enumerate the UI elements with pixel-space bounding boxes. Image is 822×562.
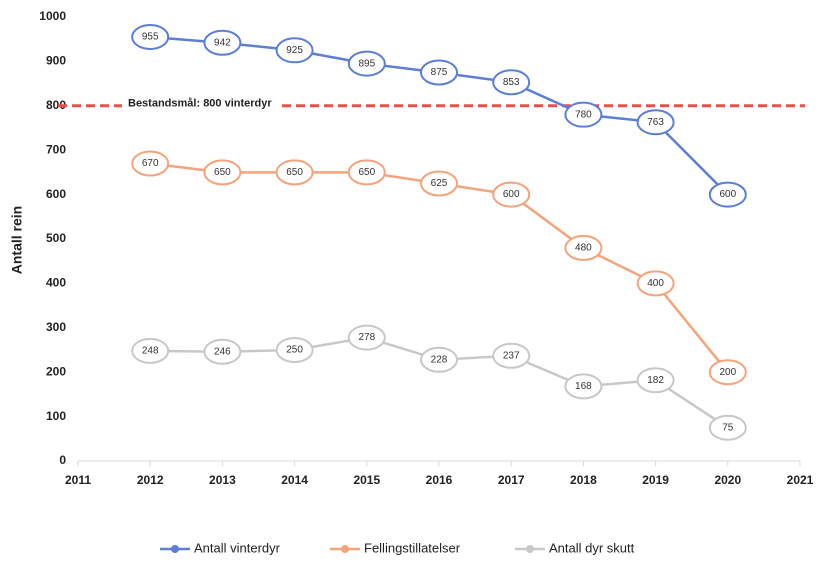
data-point	[275, 37, 314, 64]
data-label: 650	[358, 167, 375, 178]
data-label: 75	[722, 422, 734, 433]
data-label: 875	[431, 67, 448, 78]
x-tick-label: 2011	[65, 473, 91, 487]
x-tick-label: 2018	[570, 473, 597, 487]
y-tick-label: 600	[46, 187, 66, 201]
data-point	[492, 69, 531, 96]
data-label: 853	[503, 77, 520, 88]
y-tick-label: 300	[46, 320, 66, 334]
legend-marker	[171, 545, 179, 553]
data-label: 168	[575, 381, 592, 392]
data-point	[564, 373, 603, 400]
data-point	[708, 414, 747, 441]
data-point	[203, 29, 242, 56]
y-tick-label: 900	[46, 54, 66, 68]
data-label: 250	[286, 345, 303, 356]
y-axis-label: Antall rein	[9, 206, 25, 274]
data-label: 600	[719, 189, 736, 200]
data-point	[420, 170, 458, 197]
data-label: 780	[575, 109, 592, 120]
data-point	[636, 367, 675, 394]
legend-label: Fellingstillatelser	[364, 540, 461, 555]
x-tick-label: 2019	[642, 473, 669, 487]
data-point	[347, 159, 386, 186]
data-label: 400	[647, 278, 664, 289]
data-label: 228	[431, 354, 448, 365]
x-tick-label: 2012	[137, 473, 164, 487]
y-tick-label: 100	[46, 409, 66, 423]
data-label: 625	[431, 178, 448, 189]
data-label: 246	[214, 346, 231, 357]
data-point	[203, 338, 242, 365]
data-point	[275, 337, 314, 363]
data-label: 182	[647, 375, 664, 386]
data-label: 650	[286, 167, 303, 178]
data-point	[492, 342, 531, 369]
data-label: 942	[214, 37, 231, 48]
data-label: 278	[358, 332, 375, 343]
data-point	[131, 150, 170, 177]
x-tick-label: 2020	[714, 473, 741, 487]
data-point	[492, 181, 531, 208]
legend-label: Antall vinterdyr	[194, 540, 281, 555]
x-tick-label: 2017	[498, 473, 525, 487]
legend-marker	[341, 545, 349, 553]
data-label: 925	[286, 45, 303, 56]
data-point	[347, 50, 386, 77]
y-tick-label: 400	[46, 276, 66, 290]
data-point	[131, 23, 170, 50]
data-label: 763	[647, 117, 664, 128]
data-point	[131, 337, 170, 364]
y-tick-label: 700	[46, 142, 66, 156]
data-point	[708, 181, 747, 208]
data-label: 248	[142, 346, 159, 357]
data-label: 237	[503, 350, 520, 361]
data-point	[420, 346, 458, 373]
data-point	[203, 159, 242, 186]
reference-label: Bestandsmål: 800 vinterdyr	[128, 98, 272, 110]
x-tick-label: 2021	[787, 473, 814, 487]
data-label: 650	[214, 167, 231, 178]
data-label: 600	[503, 189, 520, 200]
x-tick-label: 2013	[209, 473, 236, 487]
data-point	[564, 101, 603, 128]
y-tick-label: 500	[46, 231, 66, 245]
data-point	[708, 359, 747, 386]
data-label: 200	[719, 367, 736, 378]
data-point	[275, 159, 314, 186]
legend-marker	[526, 545, 534, 553]
y-tick-label: 0	[59, 453, 66, 467]
y-tick-label: 1000	[39, 9, 66, 23]
legend-label: Antall dyr skutt	[549, 540, 635, 555]
data-point	[636, 109, 675, 136]
x-tick-label: 2016	[426, 473, 453, 487]
data-point	[347, 324, 386, 351]
data-point	[420, 59, 458, 86]
x-tick-label: 2015	[353, 473, 380, 487]
data-label: 670	[142, 158, 159, 169]
data-point	[564, 234, 603, 261]
x-tick-label: 2014	[281, 473, 308, 487]
data-point	[636, 270, 675, 297]
reference-label-bg	[122, 95, 279, 112]
data-label: 955	[142, 32, 159, 43]
data-label: 895	[358, 58, 375, 69]
y-tick-label: 800	[46, 98, 66, 112]
y-tick-label: 200	[46, 364, 66, 378]
data-label: 480	[575, 243, 592, 254]
